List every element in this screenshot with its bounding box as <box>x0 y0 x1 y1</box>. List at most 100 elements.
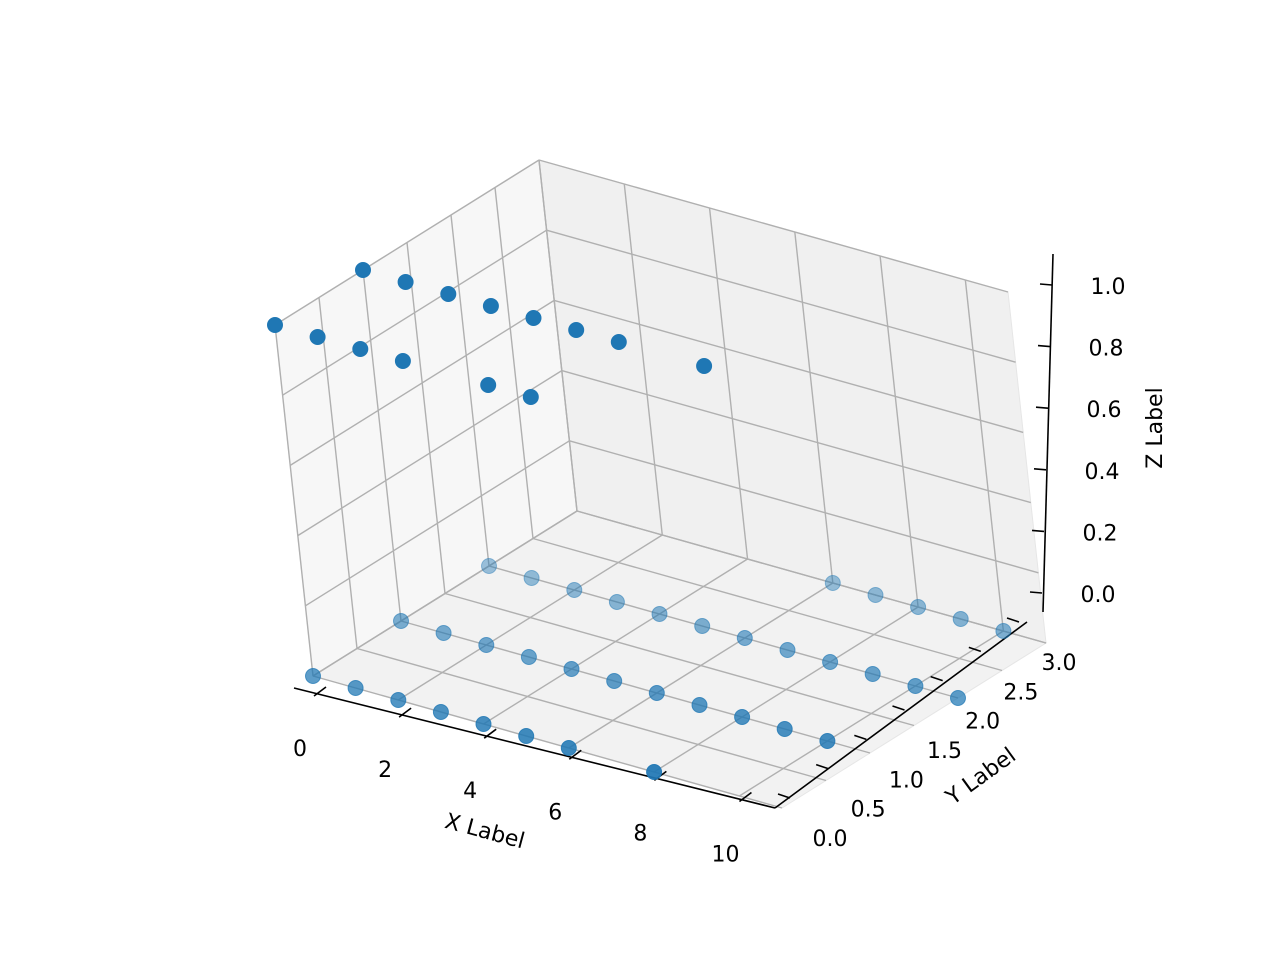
data-point <box>523 570 540 586</box>
z-gridline-back <box>554 299 1024 434</box>
z-gridline-left <box>282 229 547 396</box>
data-point <box>606 673 623 689</box>
z-axis-label: Z Label <box>1143 387 1168 468</box>
data-point <box>435 625 452 641</box>
data-point <box>518 728 535 744</box>
x-gridline-back <box>879 255 919 608</box>
y-tick-label: 2.0 <box>965 710 1000 735</box>
y-gridline-left <box>538 159 578 512</box>
y-tick <box>892 705 905 711</box>
z-tick <box>1035 406 1049 409</box>
data-point <box>475 716 492 732</box>
data-point <box>736 630 753 646</box>
data-point <box>907 678 924 694</box>
data-point <box>910 599 927 615</box>
z-tick <box>1037 344 1051 348</box>
data-point <box>646 764 663 780</box>
data-point <box>608 594 625 610</box>
data-point <box>440 286 457 302</box>
x-tick-label: 8 <box>633 821 647 846</box>
data-points <box>267 262 1012 780</box>
data-point <box>610 334 627 350</box>
y-tick <box>1006 617 1020 623</box>
data-point <box>864 666 881 682</box>
z-gridline-left <box>297 370 563 537</box>
data-point <box>355 262 371 278</box>
data-point <box>393 613 409 629</box>
data-point <box>309 329 326 345</box>
y-gridline-left <box>494 187 534 539</box>
z-gridline-back <box>569 440 1039 574</box>
x-axis-label: X Label <box>442 809 527 854</box>
data-point <box>563 661 580 677</box>
axis-panes <box>274 159 1048 809</box>
y-tick-label: 2.5 <box>1003 680 1038 705</box>
axis-lines <box>293 253 1054 809</box>
data-point <box>482 298 499 314</box>
z-gridline-back <box>538 159 1009 293</box>
z-axis-line <box>1042 253 1054 613</box>
data-point <box>397 274 414 290</box>
data-point <box>824 575 841 591</box>
z-tick <box>1039 283 1053 286</box>
x-tick-label: 4 <box>463 779 477 804</box>
y-gridline-floor <box>444 592 915 727</box>
y-gridline-left <box>406 242 446 594</box>
data-point <box>305 668 321 684</box>
y-gridline-floor <box>356 647 827 782</box>
data-point <box>347 680 364 696</box>
x-tick <box>398 707 412 718</box>
z-gridline-back <box>561 369 1031 504</box>
data-point <box>651 606 668 622</box>
y-axis-line <box>774 621 1028 809</box>
z-gridline-left <box>274 159 540 326</box>
x-gridline-back <box>623 183 663 536</box>
data-point <box>432 704 449 720</box>
data-point <box>822 654 839 670</box>
z-gridline-left <box>289 299 555 466</box>
y-gridline-left <box>362 269 402 622</box>
z-gridline-left <box>305 440 570 607</box>
z-tick-label: 0.8 <box>1089 337 1124 362</box>
data-point <box>522 389 539 405</box>
data-point <box>568 322 585 338</box>
z-gridline-left <box>312 510 578 677</box>
z-tick <box>1033 468 1047 471</box>
data-point <box>696 358 713 374</box>
y-tick <box>930 675 943 682</box>
y-gridline-left <box>318 297 358 649</box>
data-point <box>952 611 969 627</box>
x-tick-label: 0 <box>293 737 307 762</box>
data-point <box>734 709 751 725</box>
data-point <box>779 642 796 658</box>
data-point <box>478 637 495 653</box>
data-point <box>566 582 583 598</box>
y-tick-label: 0.5 <box>851 798 886 823</box>
data-point <box>525 310 542 326</box>
y-tick-label: 3.0 <box>1042 651 1077 676</box>
data-point <box>691 697 708 713</box>
data-point <box>694 618 711 634</box>
data-point <box>481 558 497 574</box>
x-tick <box>738 791 752 803</box>
data-point <box>267 317 283 333</box>
x-tick-label: 10 <box>711 842 739 867</box>
x-tick <box>568 749 582 760</box>
y-tick <box>777 793 791 799</box>
data-point <box>648 685 665 701</box>
data-point <box>480 377 497 393</box>
x-tick-label: 6 <box>548 800 562 825</box>
x-tick <box>313 686 327 697</box>
data-point <box>995 623 1012 639</box>
data-point <box>560 740 577 756</box>
y-tick-label: 1.5 <box>927 739 962 764</box>
z-tick-label: 0.0 <box>1081 583 1116 608</box>
data-point <box>819 733 836 749</box>
x-axis-line <box>293 687 776 809</box>
data-point <box>390 692 407 708</box>
z-gridline-back <box>546 229 1016 363</box>
y-gridline-left <box>450 214 490 567</box>
z-tick-label: 0.4 <box>1085 460 1120 485</box>
y-tick-label: 1.0 <box>889 768 924 793</box>
z-tick-label: 0.6 <box>1087 398 1122 423</box>
